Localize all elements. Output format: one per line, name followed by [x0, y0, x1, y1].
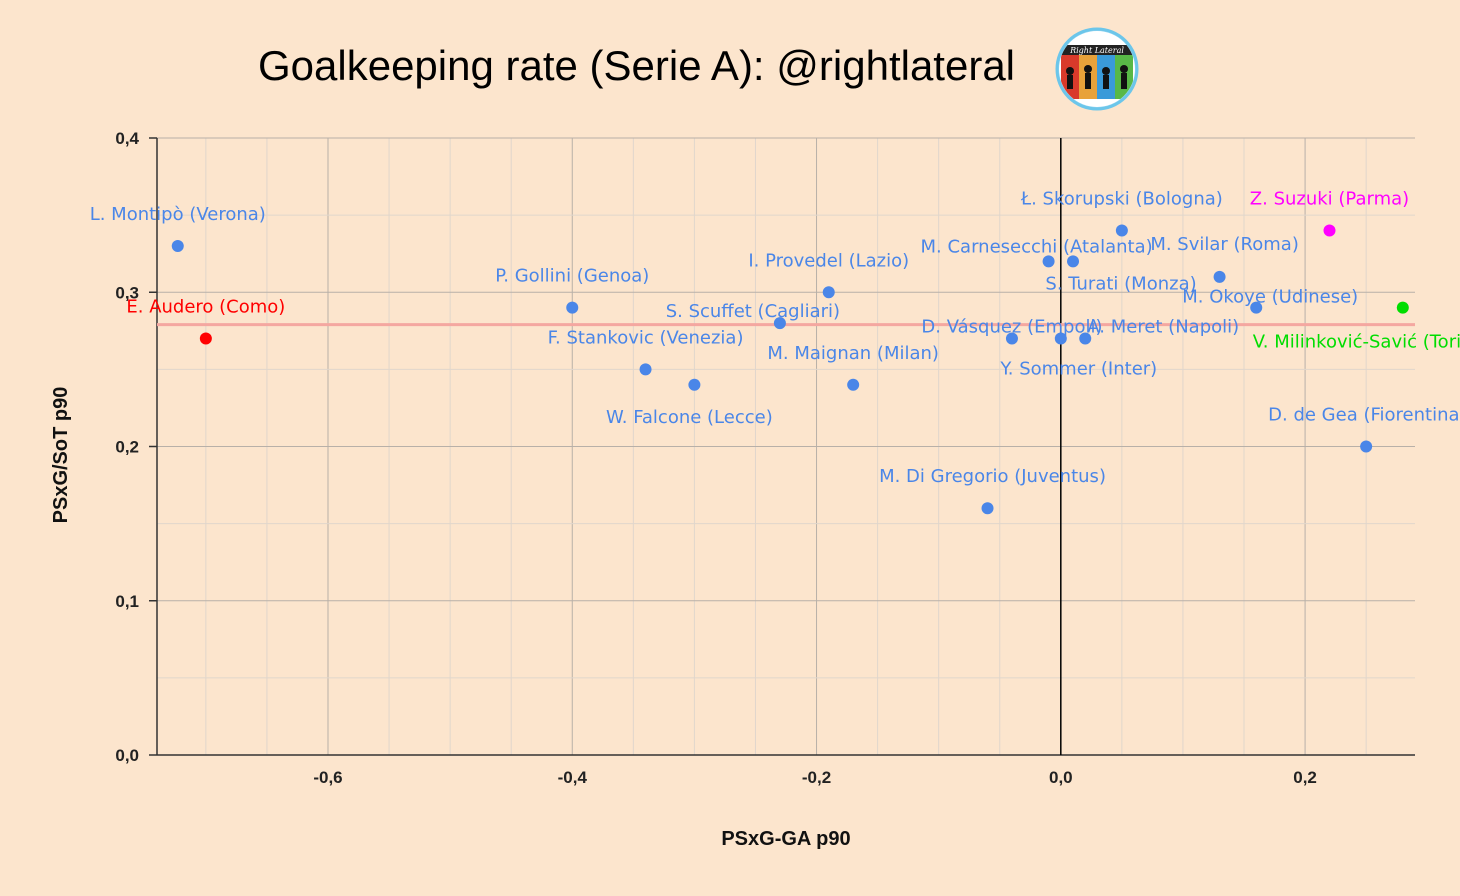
- y-tick-label: 0,3: [115, 283, 139, 302]
- point-label: S. Turati (Monza): [1045, 273, 1196, 294]
- axes: 0,0 0,1 0,2 0,3 0,4 -0,6 -0,4 -0,2 0,0 0,2: [115, 129, 1415, 787]
- point-label: I. Provedel (Lazio): [748, 250, 909, 271]
- point-label: Z. Suzuki (Parma): [1250, 189, 1409, 210]
- y-tick-label: 0,1: [115, 592, 139, 611]
- point-label: M. Di Gregorio (Juventus): [879, 466, 1106, 487]
- y-tick-label: 0,2: [115, 438, 139, 457]
- point-label: S. Scuffet (Cagliari): [666, 301, 840, 322]
- data-point: [1054, 332, 1067, 345]
- point-label: Ł. Skorupski (Bologna): [1020, 189, 1223, 210]
- point-label: V. Milinković-Savić (Torino): [1253, 332, 1460, 353]
- point-label: A. Meret (Napoli): [1087, 317, 1239, 338]
- point-labels: L. Montipò (Verona) E. Audero (Como) P. Go…: [90, 189, 1460, 488]
- point-label: D. Vásquez (Empoli): [921, 317, 1102, 338]
- data-point: [566, 301, 579, 314]
- data-point: [1079, 332, 1092, 345]
- data-point: [1396, 301, 1409, 314]
- data-point: [639, 363, 652, 376]
- data-point: [773, 317, 786, 330]
- point-label: L. Montipò (Verona): [90, 204, 266, 225]
- point-label: F. Stankovic (Venezia): [548, 327, 744, 348]
- data-point: [981, 502, 994, 515]
- point-label: D. de Gea (Fiorentina): [1268, 405, 1460, 426]
- point-label: M. Svilar (Roma): [1150, 234, 1299, 255]
- point-label: E. Audero (Como): [126, 297, 285, 318]
- data-point: [1250, 301, 1263, 314]
- point-label: P. Gollini (Genoa): [495, 266, 649, 287]
- data-point: [1067, 255, 1080, 268]
- data-point: [1213, 270, 1226, 283]
- y-tick-label: 0,4: [115, 129, 139, 148]
- x-tick-label: 0,0: [1049, 768, 1073, 787]
- data-point: [1042, 255, 1055, 268]
- data-point: [1323, 224, 1336, 237]
- data-point: [1115, 224, 1128, 237]
- point-label: Y. Sommer (Inter): [999, 359, 1157, 380]
- logo-text: Right Lateral: [1069, 46, 1124, 55]
- gridlines: [157, 137, 1415, 756]
- data-points: [171, 224, 1409, 515]
- data-point: [1005, 332, 1018, 345]
- y-tick-label: 0,0: [115, 746, 139, 765]
- point-label: W. Falcone (Lecce): [606, 407, 773, 428]
- x-axis-title: PSxG-GA p90: [721, 828, 850, 850]
- data-point: [171, 239, 184, 252]
- y-axis-title: PSxG/SoT p90: [50, 387, 72, 524]
- point-label: M. Carnesecchi (Atalanta): [921, 236, 1153, 257]
- x-tick-label: -0,4: [558, 768, 588, 787]
- point-label: M. Maignan (Milan): [767, 343, 939, 364]
- data-point: [199, 332, 212, 345]
- data-point: [847, 378, 860, 391]
- data-point: [688, 378, 701, 391]
- right-lateral-logo: Right Lateral: [1055, 27, 1139, 111]
- point-label: M. Okoye (Udinese): [1182, 287, 1358, 308]
- data-point: [822, 286, 835, 299]
- x-tick-label: 0,2: [1293, 768, 1317, 787]
- data-point: [1360, 440, 1373, 453]
- x-tick-label: -0,6: [313, 768, 342, 787]
- x-tick-label: -0,2: [802, 768, 831, 787]
- chart-title: Goalkeeping rate (Serie A): @rightlatera…: [258, 42, 1016, 89]
